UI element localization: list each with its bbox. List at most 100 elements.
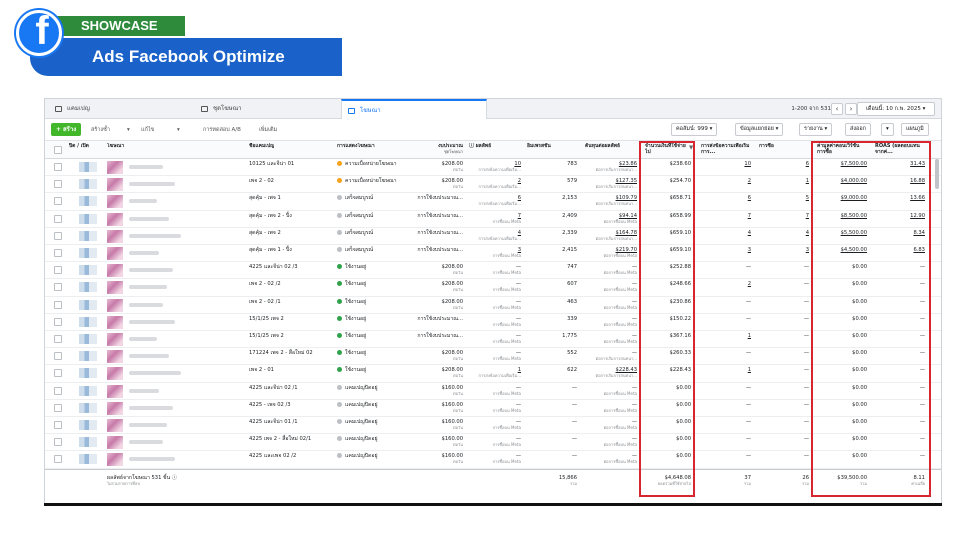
adset-name[interactable]: สุดคุ้ม - เพจ 1 (249, 195, 281, 202)
col-conversion-value[interactable]: ค่ามูลค่าคอนเวิร์ชันการซื้อ (817, 143, 860, 155)
adset-name[interactable]: 4225 และจีน่า 02 /1 (249, 384, 298, 391)
col-ad[interactable]: โฆษณา (107, 143, 125, 149)
table-row[interactable]: สุดคุ้ม - เพจ 1 - ปิ้ง เสร็จสมบูรณ์ การใช้… (45, 245, 941, 263)
conversion-value-cell[interactable]: $0.00 (852, 298, 867, 305)
ad-thumbnail-blurred[interactable] (107, 401, 123, 415)
ad-thumbnail-blurred[interactable] (107, 247, 123, 260)
ad-thumbnail-blurred[interactable] (107, 315, 123, 329)
toggle-switch-blurred[interactable] (79, 213, 97, 224)
purchases-cell[interactable]: — (803, 436, 809, 443)
ad-name-blurred[interactable] (129, 354, 169, 359)
more-button[interactable]: เพิ่มเติม (259, 127, 278, 133)
messaging-cell[interactable]: — (745, 350, 751, 357)
messaging-cell[interactable]: — (745, 401, 751, 408)
messaging-cell[interactable]: — (745, 264, 751, 271)
ad-thumbnail-blurred[interactable] (107, 367, 123, 381)
results-cell[interactable]: 6 การส่งข้อความเพื่อเริ่ม... (478, 195, 521, 207)
roas-cell[interactable]: — (919, 333, 925, 339)
budget-cell[interactable]: การใช้งบประมาณ... (417, 195, 463, 202)
adset-name[interactable]: 4225 และจีน่า 01 /1 (249, 419, 298, 425)
ad-name-blurred[interactable] (129, 337, 157, 341)
table-row[interactable]: 4225 และจีน่า 01 /1 แคมเปญปิดอยู่ $160.00 ต… (45, 417, 941, 435)
dropdown-chevron-icon[interactable]: ▾ (177, 127, 180, 133)
roas-cell[interactable]: — (919, 401, 925, 408)
ad-thumbnail-blurred[interactable] (107, 212, 123, 226)
table-row[interactable]: เพจ 2 - 02 /2 ใช้งานอยู่ $208.00 ต่อวัน — การ… (45, 279, 941, 297)
adset-name[interactable]: เพจ 2 - 02 /2 (249, 281, 281, 288)
adset-name[interactable]: สุดคุ้ม - เพจ 1 - ปิ้ง (249, 247, 292, 253)
row-checkbox[interactable] (54, 438, 62, 447)
results-cell[interactable]: — การซื้อบน Meta (492, 350, 521, 362)
table-row[interactable]: 10125 และจีน่า 01 ความเบื่อหน่ายโฆษณา $208… (45, 159, 941, 177)
messaging-cell[interactable]: 1 (747, 367, 751, 374)
purchases-cell[interactable]: 7 (805, 212, 809, 219)
ad-thumbnail-blurred[interactable] (107, 281, 123, 295)
col-delivery[interactable]: การแสดงโฆษณา (337, 143, 375, 149)
row-checkbox[interactable] (54, 421, 62, 429)
conversion-value-cell[interactable]: $0.00 (852, 281, 867, 288)
table-row[interactable]: 4225 และเพจ 02 /2 แคมเปญปิดอยู่ $160.00 ต่อ… (45, 451, 941, 469)
purchases-cell[interactable]: 4 (805, 229, 809, 236)
ad-name-blurred[interactable] (129, 216, 169, 221)
roas-cell[interactable]: 13.66 (910, 195, 925, 202)
row-checkbox[interactable] (54, 163, 62, 171)
adset-name[interactable]: 4225 และเพจ 02 /2 (249, 453, 297, 460)
toggle-switch-blurred[interactable] (79, 437, 97, 448)
reports-dropdown[interactable]: รายงาน ▾ (799, 123, 833, 136)
adset-name[interactable]: เพจ 2 - 01 (249, 367, 274, 374)
budget-cell[interactable]: การใช้งบประมาณ... (417, 315, 463, 322)
messaging-cell[interactable]: — (745, 384, 751, 391)
results-cell[interactable]: 1 การส่งข้อความเพื่อเริ่ม... (478, 367, 521, 379)
row-checkbox[interactable] (54, 197, 62, 206)
ad-name-blurred[interactable] (129, 457, 175, 462)
ad-name-blurred[interactable] (129, 388, 159, 393)
messaging-cell[interactable]: — (745, 298, 751, 305)
budget-cell[interactable]: $208.00 ต่อวัน (441, 298, 463, 310)
results-cell[interactable]: 3 การซื้อบน Meta (492, 247, 521, 258)
ad-name-blurred[interactable] (129, 440, 163, 445)
results-cell[interactable]: — การซื้อบน Meta (492, 264, 521, 276)
row-checkbox[interactable] (54, 455, 62, 464)
conversion-value-cell[interactable]: $0.00 (852, 436, 867, 443)
row-checkbox[interactable] (54, 369, 62, 378)
col-amount-spent[interactable]: จำนวนเงินที่ใช้จ่ายไป (645, 143, 686, 155)
roas-cell[interactable]: — (919, 367, 925, 374)
export-button[interactable]: ส่งออก (845, 123, 871, 136)
budget-cell[interactable]: $160.00 ต่อวัน (441, 384, 463, 396)
roas-cell[interactable]: — (919, 350, 925, 357)
row-checkbox[interactable] (54, 180, 62, 189)
roas-cell[interactable]: 12.90 (910, 212, 925, 219)
budget-cell[interactable]: $160.00 ต่อวัน (441, 401, 463, 413)
purchases-cell[interactable]: — (803, 281, 809, 288)
budget-cell[interactable]: $160.00 ต่อวัน (441, 436, 463, 448)
messaging-cell[interactable]: 3 (747, 247, 751, 253)
ad-thumbnail-blurred[interactable] (107, 298, 123, 312)
row-checkbox[interactable] (54, 283, 62, 292)
purchases-cell[interactable]: — (803, 384, 809, 391)
roas-cell[interactable]: — (919, 315, 925, 322)
ad-name-blurred[interactable] (129, 285, 167, 290)
roas-cell[interactable]: — (919, 436, 925, 443)
table-row[interactable]: เพจ 2 - 02 /1 ใช้งานอยู่ $208.00 ต่อวัน — การ… (45, 297, 941, 314)
row-checkbox[interactable] (54, 266, 62, 275)
conversion-value-cell[interactable]: $0.00 (852, 315, 867, 322)
row-checkbox[interactable] (54, 249, 62, 257)
messaging-cell[interactable]: — (745, 419, 751, 425)
ab-test-button[interactable]: การทดสอบ A/B (203, 127, 241, 133)
breakdown-dropdown[interactable]: ข้อมูลแยกย่อย ▾ (735, 123, 784, 136)
ad-thumbnail-blurred[interactable] (107, 161, 123, 174)
col-adset[interactable]: ชื่อแคมเปญ (249, 143, 275, 149)
conversion-value-cell[interactable]: $0.00 (852, 401, 867, 408)
toggle-switch-blurred[interactable] (79, 265, 97, 276)
results-cell[interactable]: 7 การซื้อบน Meta (492, 212, 521, 224)
messaging-cell[interactable]: 7 (747, 212, 751, 219)
ad-thumbnail-blurred[interactable] (107, 384, 123, 398)
purchases-cell[interactable]: 3 (805, 247, 809, 253)
create-button[interactable]: + สร้าง (51, 123, 81, 136)
results-cell[interactable]: — การซื้อบน Meta (492, 453, 521, 465)
col-results[interactable]: ⓘ ผลลัพธ์ (469, 143, 492, 149)
table-row[interactable]: สุดคุ้ม - เพจ 2 - ปิ้ง เสร็จสมบูรณ์ การใช้… (45, 211, 941, 228)
conversion-value-cell[interactable]: $4,000.00 (840, 178, 867, 185)
conversion-value-cell[interactable]: $4,500.00 (840, 247, 867, 253)
conversion-value-cell[interactable]: $0.00 (852, 264, 867, 271)
